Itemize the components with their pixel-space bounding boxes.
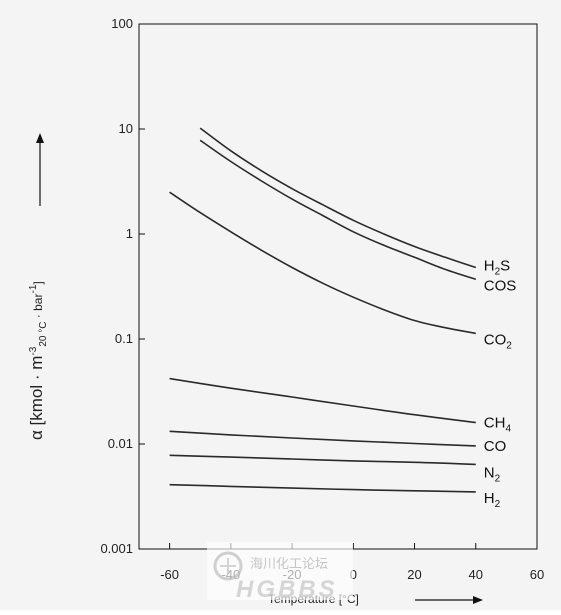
x-axis-arrow-head	[473, 596, 483, 604]
y-tick-label: 0.1	[115, 331, 133, 346]
series-line-co	[169, 430, 476, 447]
y-tick-label: 0.01	[108, 436, 133, 451]
y-axis-title-sup: -3	[28, 346, 39, 355]
watermark-line2: HGBBS	[236, 576, 338, 603]
x-tick-label: 0	[350, 567, 357, 582]
series-line-cos	[199, 139, 477, 281]
y-axis-title-tail: · bar	[31, 294, 45, 322]
series-line-n2	[169, 454, 476, 466]
series-label-cos: COS	[484, 277, 517, 294]
y-axis-title-sub: 20 °C	[38, 322, 49, 347]
watermark-line1: 海川化工论坛	[250, 556, 328, 571]
series-layer	[169, 127, 477, 493]
y-axis-title-main: α [kmol · m	[27, 356, 46, 440]
y-axis-title: α [kmol · m-320 °C · bar-1]	[27, 281, 49, 440]
series-line-h2	[169, 483, 476, 493]
series-label-co: CO	[484, 438, 507, 455]
series-line-ch4	[169, 377, 476, 424]
y-axis-title-tail-sup: -1	[28, 284, 39, 293]
x-tick-label: 60	[530, 567, 544, 582]
y-tick-label: 100	[111, 16, 133, 31]
y-axis-arrow-head	[36, 133, 44, 143]
y-axis-title-end: ]	[31, 281, 45, 284]
y-tick-label: 0.001	[100, 541, 133, 556]
watermark: 海川化工论坛 HGBBS	[207, 542, 353, 603]
y-tick-label: 10	[119, 121, 133, 136]
series-line-co2	[169, 191, 476, 335]
series-label-ch4: CH4	[484, 415, 512, 435]
series-line-h2s	[199, 127, 477, 269]
x-tick-label: -60	[160, 567, 179, 582]
watermark-logo-icon	[213, 551, 243, 581]
y-axis-title-group: α [kmol · m-320 °C · bar-1]	[27, 281, 49, 440]
x-tick-label: 40	[469, 567, 483, 582]
series-label-h2: H2	[484, 490, 501, 510]
watermark-background	[207, 542, 353, 600]
series-label-n2: N2	[484, 464, 501, 484]
series-label-co2: CO2	[484, 331, 513, 351]
series-label-h2s: H2S	[484, 257, 510, 277]
plot-area	[138, 23, 538, 550]
x-tick-label: 20	[407, 567, 421, 582]
y-tick-label: 1	[126, 226, 133, 241]
